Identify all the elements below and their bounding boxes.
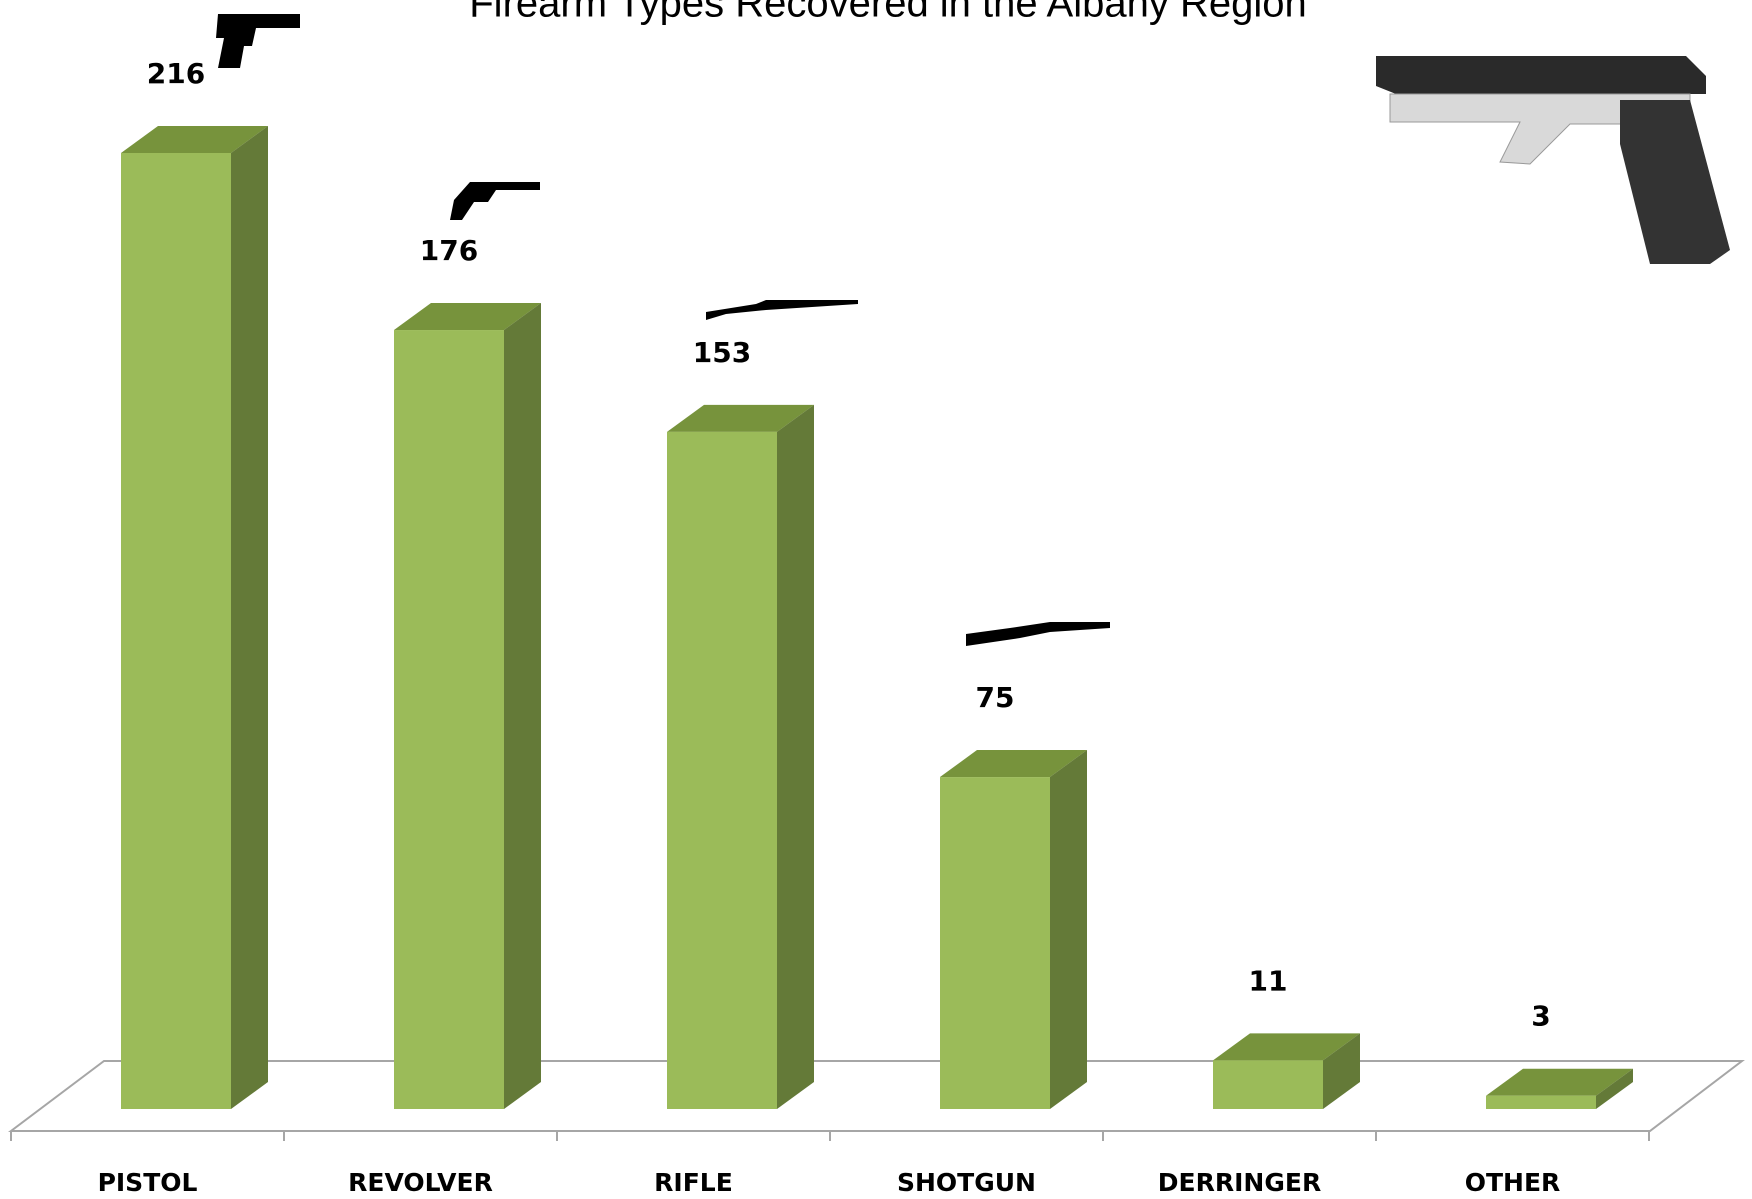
x-tick-label: PISTOL: [98, 1168, 198, 1197]
value-label: 3: [1531, 1000, 1550, 1033]
bar: [121, 153, 231, 1109]
value-label: 153: [693, 336, 751, 369]
revolver-icon: [450, 182, 540, 220]
chart: Firearm Types Recovered in the Albany Re…: [0, 0, 1752, 1199]
x-tick-label: OTHER: [1465, 1168, 1561, 1197]
rifle-icon: [706, 300, 858, 320]
bar: [1486, 1096, 1596, 1109]
bar: [394, 330, 504, 1109]
value-label: 75: [976, 681, 1015, 714]
floor: [11, 1061, 1742, 1131]
bar-side: [504, 303, 541, 1109]
x-tick-label: SHOTGUN: [897, 1168, 1036, 1197]
value-label: 176: [420, 234, 478, 267]
value-label: 11: [1249, 964, 1288, 997]
x-tick-label: DERRINGER: [1158, 1168, 1321, 1197]
bar-side: [777, 405, 814, 1109]
bar: [1213, 1060, 1323, 1109]
x-tick-label: REVOLVER: [348, 1168, 493, 1197]
shotgun-icon: [966, 622, 1110, 646]
x-tick-label: RIFLE: [654, 1168, 733, 1197]
bar: [667, 432, 777, 1109]
pistol-image: [1376, 56, 1730, 264]
bar-side: [1050, 750, 1087, 1109]
chart-title: Firearm Types Recovered in the Albany Re…: [469, 0, 1306, 26]
icons: [216, 14, 1110, 646]
value-label: 216: [147, 57, 205, 90]
bar: [940, 777, 1050, 1109]
pistol-icon: [216, 14, 300, 68]
bar-side: [231, 126, 268, 1109]
